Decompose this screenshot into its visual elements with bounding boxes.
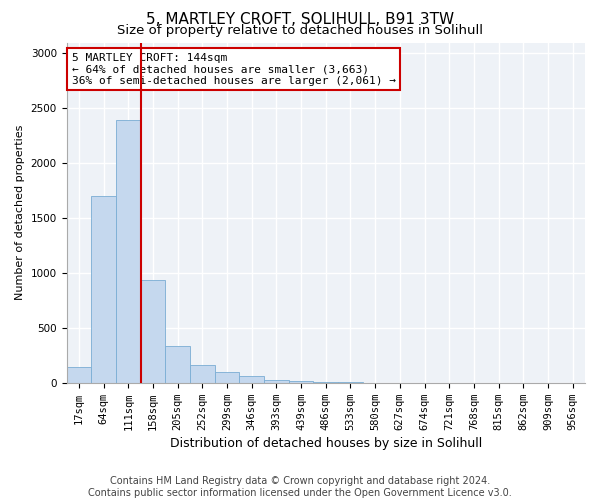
Text: 5, MARTLEY CROFT, SOLIHULL, B91 3TW: 5, MARTLEY CROFT, SOLIHULL, B91 3TW xyxy=(146,12,454,28)
Bar xyxy=(215,372,239,383)
X-axis label: Distribution of detached houses by size in Solihull: Distribution of detached houses by size … xyxy=(170,437,482,450)
Bar xyxy=(140,280,165,383)
Bar xyxy=(313,382,338,383)
Bar xyxy=(91,196,116,383)
Text: 5 MARTLEY CROFT: 144sqm
← 64% of detached houses are smaller (3,663)
36% of semi: 5 MARTLEY CROFT: 144sqm ← 64% of detache… xyxy=(72,52,396,86)
Text: Contains HM Land Registry data © Crown copyright and database right 2024.
Contai: Contains HM Land Registry data © Crown c… xyxy=(88,476,512,498)
Y-axis label: Number of detached properties: Number of detached properties xyxy=(15,125,25,300)
Bar xyxy=(67,368,91,383)
Bar xyxy=(338,382,363,383)
Bar xyxy=(239,376,264,383)
Bar xyxy=(190,366,215,383)
Text: Size of property relative to detached houses in Solihull: Size of property relative to detached ho… xyxy=(117,24,483,37)
Bar xyxy=(264,380,289,383)
Bar xyxy=(165,346,190,383)
Bar xyxy=(116,120,140,383)
Bar xyxy=(289,381,313,383)
